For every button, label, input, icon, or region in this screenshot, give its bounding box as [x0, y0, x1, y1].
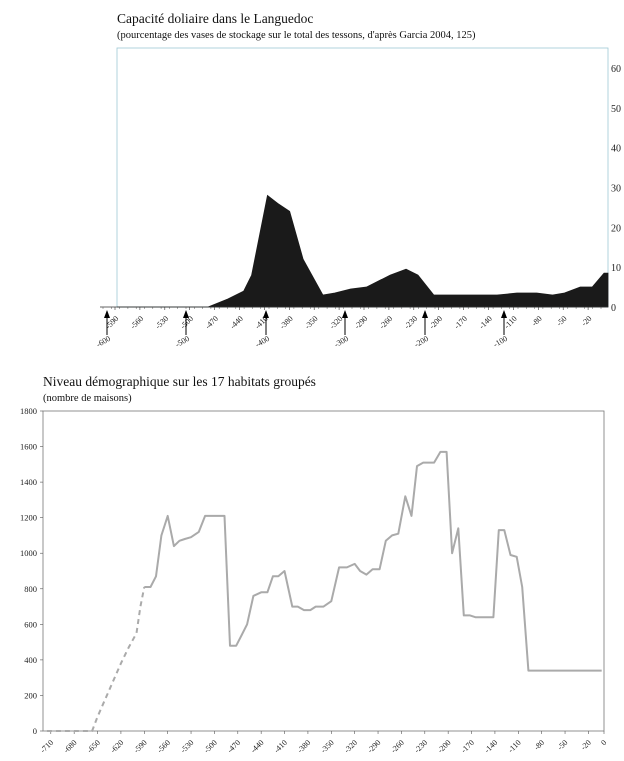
chart2-x-tick: 0: [599, 738, 608, 747]
chart2-x-tick: -200: [436, 738, 453, 755]
chart1-y-tick: 30: [611, 183, 621, 194]
chart1-y-tick: 0: [611, 303, 616, 314]
chart1-arrow-head: [422, 310, 428, 318]
chart1-arrow-head: [104, 310, 110, 318]
chart2-x-tick: -170: [459, 738, 476, 755]
chart1-subtitle: (pourcentage des vases de stockage sur l…: [117, 30, 476, 41]
chart2-x-tick: -80: [532, 738, 546, 752]
chart2-series-dashed: [46, 586, 146, 732]
chart1-y-tick: 40: [611, 144, 621, 155]
chart2-x-tick: -470: [225, 738, 242, 755]
chart2-title: Niveau démographique sur les 17 habitats…: [43, 374, 316, 389]
chart1-arrow-head: [501, 310, 507, 318]
chart1-arrow-head: [342, 310, 348, 318]
chart2-y-tick: 1400: [20, 477, 37, 487]
chart1-y-tick: 20: [611, 223, 621, 234]
chart2-x-tick: -410: [272, 738, 289, 755]
chart2-x-tick: -620: [109, 738, 126, 755]
chart2-x-tick: -350: [319, 738, 336, 755]
chart2-subtitle: (nombre de maisons): [43, 393, 132, 404]
chart2-x-tick: -590: [132, 738, 149, 755]
chart1-y-tick: 60: [611, 64, 621, 75]
chart2-y-tick: 1600: [20, 442, 37, 452]
chart2-x-tick: -500: [202, 738, 219, 755]
chart2-y-tick: 200: [24, 690, 37, 700]
chart2-x-tick: -110: [506, 738, 523, 755]
chart2-x-tick: -530: [179, 738, 196, 755]
chart2-x-tick: -380: [296, 738, 313, 755]
chart1-arrow-head: [263, 310, 269, 318]
chart2-y-tick: 1000: [20, 548, 37, 558]
chart2-x-tick: -560: [155, 738, 172, 755]
chart2-y-tick: 400: [24, 655, 37, 665]
chart2-x-tick: -290: [366, 738, 383, 755]
chart1-y-tick: 50: [611, 104, 621, 115]
chart2-y-tick: 800: [24, 584, 37, 594]
chart2-x-tick: -20: [579, 738, 593, 752]
chart2-x-tick: -440: [249, 738, 266, 755]
chart2-y-tick: 600: [24, 619, 37, 629]
chart2-x-tick: -320: [342, 738, 359, 755]
chart2-x-tick: -650: [85, 738, 102, 755]
chart2-x-tick: -680: [62, 738, 79, 755]
chart1-area: [117, 194, 609, 308]
chart2-y-tick: 0: [33, 726, 37, 736]
chart2-y-tick: 1800: [20, 406, 37, 416]
chart1-arrow-head: [183, 310, 189, 318]
chart2-x-tick: -230: [412, 738, 429, 755]
chart2-x-tick: -710: [38, 738, 55, 755]
chart2-x-tick: -260: [389, 738, 406, 755]
chart2-x-tick: -50: [556, 738, 570, 752]
chart2-series-line: [144, 450, 602, 672]
chart2-x-tick: -140: [483, 738, 500, 755]
chart1-y-tick: 10: [611, 263, 621, 274]
chart1-title: Capacité doliaire dans le Languedoc: [117, 11, 314, 26]
chart2-frame: [42, 410, 605, 732]
chart2-y-tick: 1200: [20, 513, 37, 523]
